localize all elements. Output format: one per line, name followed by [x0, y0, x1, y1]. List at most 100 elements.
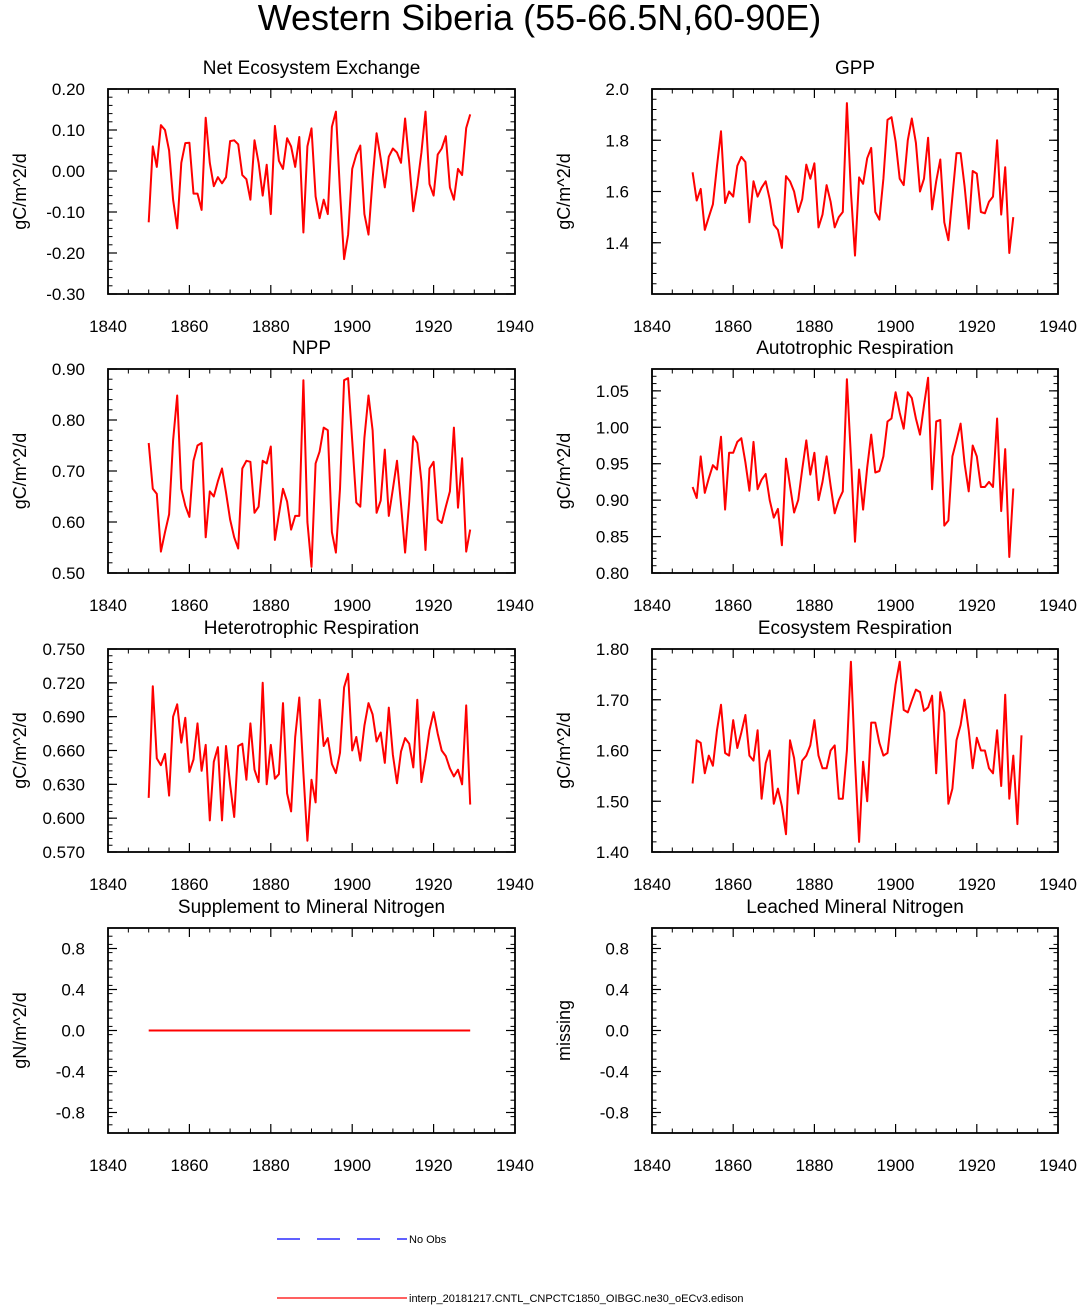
- y-tick-label: 0.8: [605, 940, 629, 959]
- y-tick-label: 0.90: [52, 360, 85, 379]
- y-tick-label: 1.80: [596, 640, 629, 659]
- y-axis-label: gC/m^2/d: [554, 153, 574, 229]
- legend: No Obs interp_20181217.CNTL_CNPCTC1850_OI…: [277, 1234, 743, 1305]
- x-tick-label: 1940: [496, 596, 534, 615]
- x-tick-label: 1860: [714, 596, 752, 615]
- y-tick-label: 0.4: [605, 981, 629, 1000]
- figure-title: Western Siberia (55-66.5N,60-90E): [257, 0, 822, 38]
- x-tick-label: 1880: [795, 596, 833, 615]
- panel-title: Leached Mineral Nitrogen: [746, 897, 964, 918]
- x-tick-label: 1840: [633, 875, 671, 894]
- x-tick-label: 1880: [795, 875, 833, 894]
- x-tick-label: 1900: [333, 875, 371, 894]
- y-tick-label: 1.60: [596, 742, 629, 761]
- panel-6: Ecosystem Respiration gC/m^2/d 1840 1860 188…: [554, 618, 1077, 894]
- x-tick-label: 1840: [633, 596, 671, 615]
- x-tick-label: 1860: [714, 317, 752, 336]
- y-tick-label: -0.8: [600, 1104, 629, 1123]
- x-tick-label: 1920: [958, 875, 996, 894]
- y-axis-label: gC/m^2/d: [10, 712, 30, 788]
- series-line-model: [691, 660, 1023, 843]
- plot-frame: [651, 88, 1059, 295]
- y-tick-label: -0.30: [46, 285, 85, 304]
- y-axis-label: missing: [554, 1000, 574, 1061]
- panel-title: Supplement to Mineral Nitrogen: [178, 897, 445, 918]
- y-axis-label: gC/m^2/d: [554, 712, 574, 788]
- x-tick-label: 1920: [958, 317, 996, 336]
- x-tick-label: 1880: [252, 1156, 290, 1175]
- y-tick-label: -0.4: [600, 1063, 629, 1082]
- y-axis-label: gN/m^2/d: [10, 992, 30, 1068]
- panel-7: Supplement to Mineral Nitrogen gN/m^2/d 18…: [10, 897, 534, 1175]
- x-tick-label: 1900: [333, 317, 371, 336]
- panel-title: NPP: [292, 338, 331, 359]
- y-tick-label: -0.8: [56, 1104, 85, 1123]
- x-tick-label: 1860: [714, 1156, 752, 1175]
- y-axis-label: gC/m^2/d: [554, 433, 574, 509]
- x-tick-label: 1880: [252, 317, 290, 336]
- y-tick-label: 0.570: [42, 843, 85, 862]
- y-tick-label: 1.50: [596, 792, 629, 811]
- x-tick-label: 1860: [714, 875, 752, 894]
- plot-frame: [107, 368, 516, 574]
- x-tick-label: 1880: [795, 317, 833, 336]
- x-tick-label: 1940: [1039, 1156, 1077, 1175]
- legend-label-no-obs: No Obs: [409, 1234, 447, 1246]
- y-tick-label: 0.0: [605, 1022, 629, 1041]
- y-tick-label: 2.0: [605, 80, 629, 99]
- y-tick-label: -0.20: [46, 244, 85, 263]
- x-tick-label: 1940: [1039, 875, 1077, 894]
- x-tick-label: 1920: [415, 875, 453, 894]
- x-tick-label: 1920: [415, 1156, 453, 1175]
- x-tick-label: 1840: [89, 1156, 127, 1175]
- y-tick-label: 0.95: [596, 455, 629, 474]
- y-tick-label: 1.40: [596, 843, 629, 862]
- y-tick-label: 0.90: [596, 491, 629, 510]
- panel-1: Net Ecosystem Exchange gC/m^2/d 1840 1860 18…: [10, 58, 534, 336]
- x-tick-label: 1940: [496, 875, 534, 894]
- x-tick-label: 1920: [958, 1156, 996, 1175]
- series-line-model: [147, 110, 472, 261]
- y-tick-label: 0.720: [42, 674, 85, 693]
- x-tick-label: 1840: [89, 317, 127, 336]
- panel-title: Heterotrophic Respiration: [204, 618, 419, 639]
- x-tick-label: 1900: [877, 1156, 915, 1175]
- x-tick-label: 1880: [252, 875, 290, 894]
- panel-title: GPP: [835, 58, 875, 79]
- y-tick-label: 0.85: [596, 528, 629, 547]
- x-tick-label: 1840: [633, 1156, 671, 1175]
- y-tick-label: 0.8: [61, 940, 85, 959]
- x-tick-label: 1840: [633, 317, 671, 336]
- series-line-model: [691, 102, 1015, 257]
- panel-3: NPP gC/m^2/d 1840 1860 1880 1900 1920 1940 0.50 0…: [10, 338, 534, 615]
- plot-frame: [651, 368, 1059, 574]
- x-tick-label: 1900: [877, 875, 915, 894]
- x-tick-label: 1920: [958, 596, 996, 615]
- x-tick-label: 1840: [89, 596, 127, 615]
- y-tick-label: 1.4: [605, 234, 629, 253]
- x-tick-label: 1880: [252, 596, 290, 615]
- x-tick-label: 1900: [333, 596, 371, 615]
- panel-title: Ecosystem Respiration: [758, 618, 952, 639]
- series-line-model: [147, 672, 472, 842]
- y-tick-label: -0.4: [56, 1063, 85, 1082]
- x-tick-label: 1920: [415, 317, 453, 336]
- panel-5: Heterotrophic Respiration gC/m^2/d 1840 186…: [10, 618, 534, 894]
- x-tick-label: 1860: [170, 1156, 208, 1175]
- y-tick-label: 1.70: [596, 691, 629, 710]
- y-tick-label: 1.05: [596, 382, 629, 401]
- plot-frame: [651, 927, 1059, 1134]
- x-tick-label: 1900: [877, 596, 915, 615]
- y-tick-label: 0.4: [61, 981, 85, 1000]
- y-tick-label: 0.80: [596, 564, 629, 583]
- x-tick-label: 1920: [415, 596, 453, 615]
- x-tick-label: 1940: [1039, 596, 1077, 615]
- y-tick-label: 0.0: [61, 1022, 85, 1041]
- panel-title: Net Ecosystem Exchange: [203, 58, 421, 79]
- y-tick-label: 1.6: [605, 183, 629, 202]
- x-tick-label: 1900: [877, 317, 915, 336]
- panel-2: GPP gC/m^2/d 1840 1860 1880 1900 1920 1940 1.4 1.…: [554, 58, 1077, 336]
- x-tick-label: 1860: [170, 596, 208, 615]
- y-tick-label: -0.10: [46, 203, 85, 222]
- y-axis-label: gC/m^2/d: [10, 153, 30, 229]
